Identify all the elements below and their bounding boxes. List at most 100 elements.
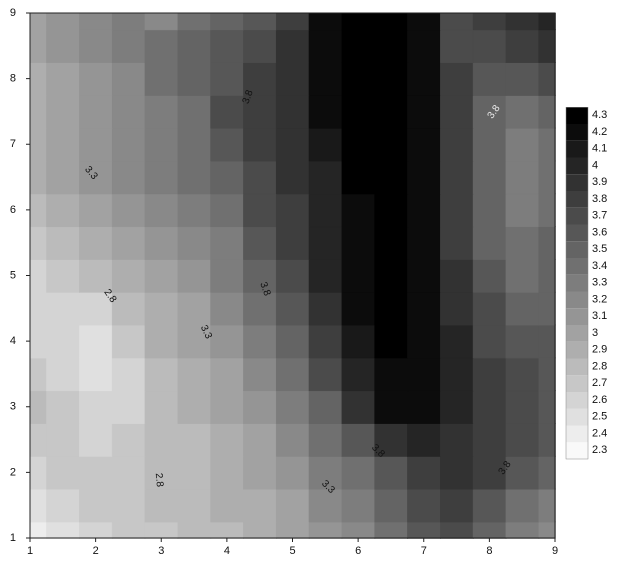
contour-cell [111, 521, 146, 539]
contour-cell [210, 258, 245, 293]
contour-label: 2.8 [153, 473, 165, 488]
contour-cell [144, 226, 179, 260]
contour-cell [111, 488, 146, 523]
contour-cell [308, 488, 343, 523]
contour-cell [538, 29, 556, 63]
contour-cell [440, 488, 474, 523]
contour-cell [407, 94, 441, 129]
contour-cell [341, 29, 376, 63]
contour-cell [177, 94, 212, 129]
contour-cell [341, 127, 376, 162]
contour-cell [111, 324, 146, 359]
colorbar-label: 2.4 [592, 427, 607, 439]
contour-cell [111, 29, 146, 63]
colorbar-label: 3.9 [592, 176, 607, 188]
y-tick-label: 6 [10, 204, 16, 216]
contour-cell [407, 390, 441, 424]
colorbar-frame [565, 107, 589, 460]
contour-label: 3.3 [198, 323, 214, 341]
contour-cell [407, 226, 441, 260]
contour-cell [46, 455, 80, 490]
contour-cell [407, 62, 441, 96]
contour-cell [79, 423, 113, 457]
contour-cell [374, 62, 409, 96]
contour-cell [308, 258, 343, 293]
contour-cell [440, 12, 474, 31]
contour-cell [111, 455, 146, 490]
contour-cell [374, 12, 409, 31]
contour-cell [538, 521, 556, 539]
contour-cell [341, 488, 376, 523]
contour-cell [29, 226, 48, 260]
colorbar-label: 4.2 [592, 126, 607, 138]
contour-cell [111, 423, 146, 457]
contour-cell [407, 357, 441, 392]
contour-cell [374, 193, 409, 228]
y-tick-label: 1 [10, 532, 16, 544]
contour-cell [308, 357, 343, 392]
colorbar-band [566, 308, 588, 325]
contour-cell [341, 324, 376, 359]
contour-cell [505, 291, 540, 326]
contour-cell [210, 29, 245, 63]
contour-cell [538, 488, 556, 523]
contour-cell [374, 488, 409, 523]
contour-cell [210, 12, 245, 31]
contour-cell [29, 521, 48, 539]
contour-cell [46, 423, 80, 457]
contour-cell [472, 193, 507, 228]
contour-cell [79, 291, 113, 326]
contour-cell [79, 390, 113, 424]
contour-cell [144, 324, 179, 359]
contour-cell [275, 423, 310, 457]
contour-cell [79, 226, 113, 260]
contour-cell [210, 62, 245, 96]
contour-cell [308, 455, 343, 490]
contour-cell [407, 488, 441, 523]
contour-cell [374, 226, 409, 260]
contour-cell [407, 324, 441, 359]
contour-cell [538, 160, 556, 195]
contour-cell [111, 258, 146, 293]
colorbar-band [566, 341, 588, 359]
y-tick-label: 5 [10, 269, 16, 281]
contour-cell [46, 29, 80, 63]
contour-cell [472, 423, 507, 457]
contour-cell [243, 291, 277, 326]
contour-cell [210, 160, 245, 195]
contour-cell [177, 12, 212, 31]
contour-cell [308, 160, 343, 195]
colorbar-band [566, 408, 588, 426]
contour-cell [144, 12, 179, 31]
contour-cell [46, 291, 80, 326]
contour-cell [505, 390, 540, 424]
contour-cell [472, 324, 507, 359]
contour-cell [29, 488, 48, 523]
y-tick-label: 2 [10, 466, 16, 478]
contour-cell [308, 390, 343, 424]
contour-cell [177, 193, 212, 228]
contour-cell [374, 291, 409, 326]
contour-cell [538, 94, 556, 129]
x-tick-label: 8 [486, 545, 492, 557]
contour-cell [440, 324, 474, 359]
y-tick-label: 9 [10, 7, 16, 19]
contour-cell [243, 12, 277, 31]
colorbar-label: 2.3 [592, 444, 607, 456]
contour-cell [374, 357, 409, 392]
contour-cell [538, 455, 556, 490]
contour-cell [341, 160, 376, 195]
contour-cell [275, 193, 310, 228]
contour-cell [177, 127, 212, 162]
contour-cell [144, 488, 179, 523]
x-tick-label: 7 [421, 545, 427, 557]
contour-cell [538, 423, 556, 457]
contour-cell [440, 94, 474, 129]
contour-cell [341, 258, 376, 293]
contour-cell [177, 521, 212, 539]
colorbar-band [566, 375, 588, 392]
contour-cell [505, 62, 540, 96]
contour-cell [29, 160, 48, 195]
contour-cell [275, 455, 310, 490]
contour-cell [79, 12, 113, 31]
